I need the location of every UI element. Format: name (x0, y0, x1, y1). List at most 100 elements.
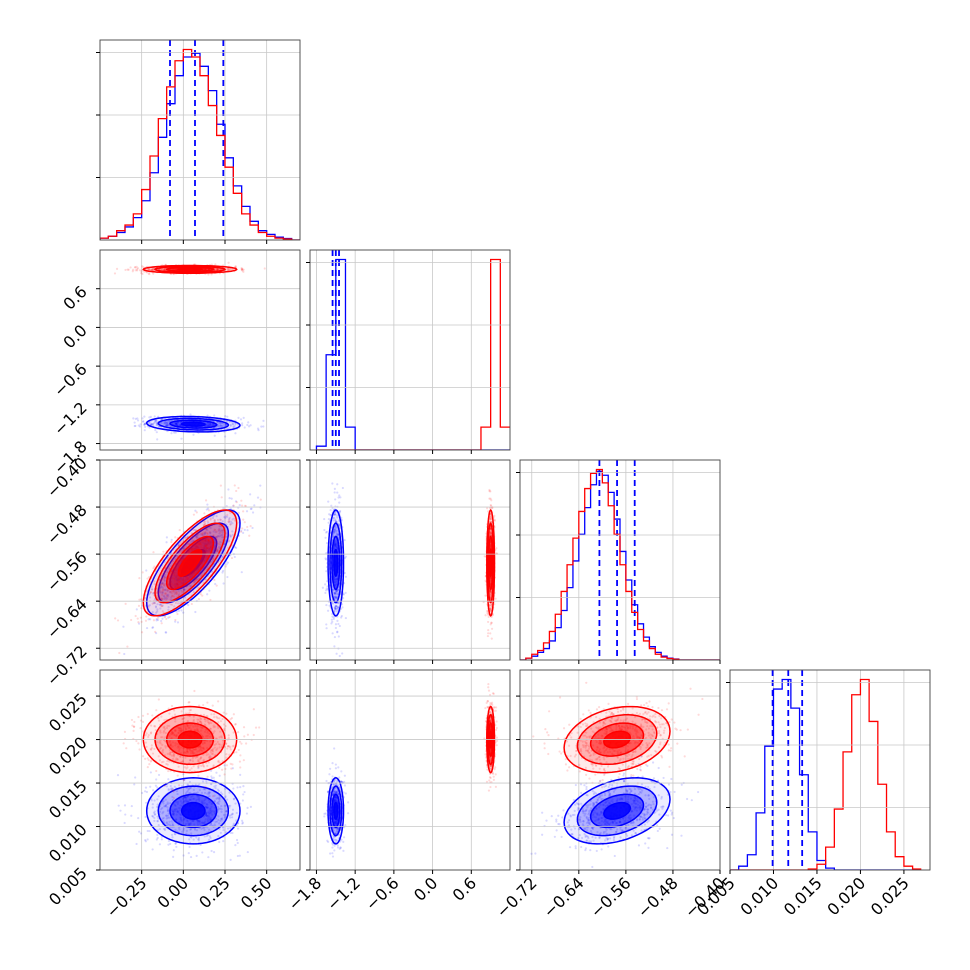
sample-point (487, 510, 490, 513)
sample-point (234, 423, 237, 426)
sample-point (135, 269, 139, 272)
sample-point (170, 596, 173, 599)
sample-point (154, 419, 158, 422)
sample-point (232, 787, 235, 790)
sample-point (170, 603, 174, 606)
sample-point (124, 813, 127, 816)
sample-point (170, 787, 173, 790)
sample-point (153, 819, 156, 822)
sample-point (337, 533, 340, 536)
sample-point (163, 595, 166, 598)
sample-point (161, 591, 164, 594)
sample-point (206, 532, 209, 535)
sample-point (221, 529, 224, 532)
sample-point (213, 546, 216, 549)
sample-point (330, 622, 333, 625)
sample-point (166, 570, 169, 573)
sample-point (231, 423, 234, 426)
sample-point (141, 272, 144, 276)
sample-point (341, 652, 344, 655)
sample-point (148, 272, 151, 276)
sample-point (332, 616, 335, 619)
sample-point (220, 818, 223, 821)
sample-point (174, 828, 177, 831)
sample-point (221, 424, 224, 428)
sample-point (335, 532, 338, 535)
sample-point (335, 589, 339, 592)
sample-point (166, 589, 169, 593)
sample-point (237, 486, 240, 490)
sample-point (229, 424, 232, 428)
sample-point (163, 576, 166, 579)
sample-point (240, 499, 243, 502)
sample-point (208, 794, 211, 798)
sample-point (129, 266, 132, 269)
sample-point (214, 820, 217, 823)
sample-point (123, 804, 127, 807)
sample-point (205, 779, 208, 783)
sample-point (146, 577, 149, 580)
sample-point (199, 593, 202, 596)
sample-point (331, 632, 334, 635)
sample-point (199, 521, 202, 524)
sample-point (213, 800, 216, 803)
sample-point (157, 595, 161, 598)
sample-point (145, 801, 148, 804)
sample-point (134, 424, 137, 428)
sample-point (198, 783, 201, 786)
sample-point (147, 618, 150, 621)
sample-point (218, 527, 221, 531)
sample-point (138, 830, 141, 833)
sample-point (180, 541, 183, 544)
sample-point (213, 548, 216, 551)
sample-point (231, 422, 235, 426)
sample-point (334, 530, 338, 533)
sample-point (195, 829, 199, 832)
contour (180, 421, 206, 427)
sample-point (176, 792, 179, 796)
sample-point (153, 415, 156, 418)
sample-point (155, 421, 158, 425)
sample-point (155, 838, 158, 841)
sample-point (215, 584, 218, 587)
sample-point (332, 531, 336, 534)
sample-point (118, 651, 121, 655)
sample-point (213, 519, 216, 522)
sample-point (237, 511, 240, 514)
sample-point (165, 541, 168, 544)
sample-point (147, 272, 150, 275)
sample-point (199, 590, 202, 594)
y-tick-label: −1.2 (50, 398, 91, 439)
sample-point (204, 788, 207, 791)
sample-point (192, 788, 195, 792)
sample-point (159, 603, 162, 606)
sample-point (229, 535, 232, 538)
sample-point (202, 826, 205, 830)
sample-point (242, 518, 245, 521)
sample-point (126, 645, 129, 648)
sample-point (167, 802, 170, 805)
sample-point (227, 520, 230, 523)
sample-point (222, 554, 225, 557)
sample-point (152, 567, 155, 570)
sample-point (161, 573, 164, 576)
sample-point (203, 531, 207, 534)
sample-point (489, 497, 492, 500)
sample-point (193, 529, 196, 532)
sample-point (161, 597, 164, 600)
sample-point (488, 520, 491, 523)
sample-point (161, 604, 164, 607)
sample-point (209, 518, 212, 521)
sample-point (223, 816, 227, 819)
sample-point (204, 528, 208, 531)
sample-point (168, 816, 171, 819)
sample-point (135, 608, 138, 611)
sample-point (324, 557, 327, 560)
sample-point (164, 592, 167, 595)
sample-point (167, 778, 170, 781)
sample-point (240, 819, 244, 822)
sample-point (344, 616, 347, 620)
sample-point (167, 839, 171, 843)
sample-point (167, 789, 170, 792)
sample-point (155, 619, 158, 622)
